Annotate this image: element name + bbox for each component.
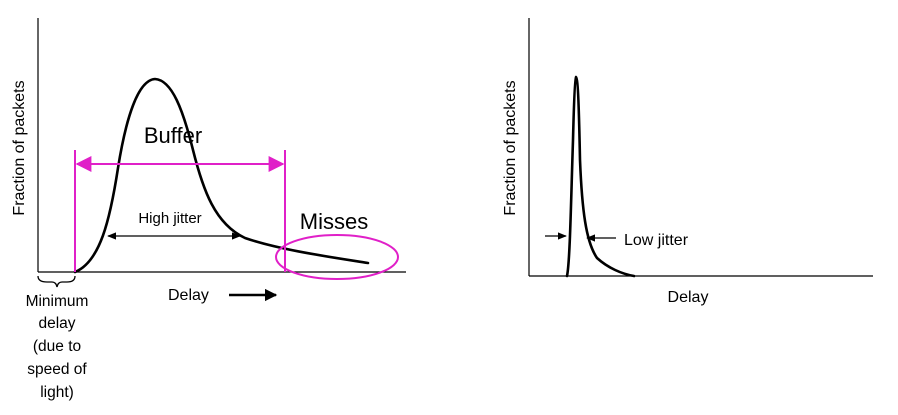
buffer-span: [74, 150, 286, 272]
min-delay-line-2: delay: [38, 315, 75, 332]
high-jitter-label: High jitter: [138, 210, 201, 227]
left-panel: Fraction of packets Buffer High jitter M…: [11, 18, 406, 401]
buffer-label: Buffer: [144, 123, 202, 148]
misses-label: Misses: [300, 209, 368, 234]
right-x-axis-label: Delay: [668, 289, 709, 306]
high-jitter-curve: [73, 77, 370, 274]
right-panel: Fraction of packets Low jitter Delay: [502, 18, 873, 306]
left-y-axis-label: Fraction of packets: [11, 80, 28, 215]
right-y-axis-label: Fraction of packets: [502, 80, 519, 215]
minimum-delay-brace: [37, 275, 76, 288]
misses-ellipse: [275, 234, 399, 280]
min-delay-line-5: light): [40, 384, 74, 401]
left-x-axis-label: Delay: [168, 287, 209, 304]
minimum-delay-label: Minimum delay (due to speed of light): [26, 293, 89, 401]
low-jitter-curve: [565, 75, 636, 278]
min-delay-line-1: Minimum: [26, 293, 89, 310]
min-delay-line-4: speed of: [27, 361, 87, 378]
min-delay-line-3: (due to: [33, 338, 81, 355]
low-jitter-label: Low jitter: [624, 232, 689, 249]
right-axes: [528, 18, 873, 277]
left-axes: [37, 18, 406, 273]
